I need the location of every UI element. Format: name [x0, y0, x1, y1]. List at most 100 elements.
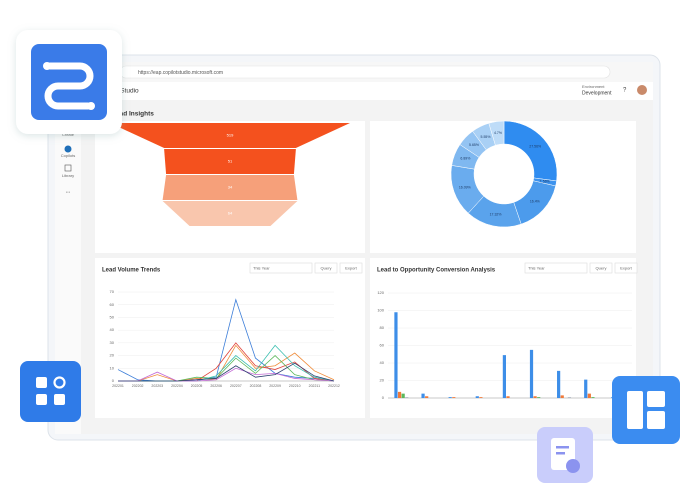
y-tick-label: 20: [380, 378, 385, 383]
x-tick-label: 202212: [328, 384, 340, 388]
dashboard-title: Lead Insights: [112, 111, 154, 118]
sidebar-item[interactable]: Create: [62, 132, 75, 137]
layout-icon: [612, 376, 680, 444]
x-tick-label: 202205: [191, 384, 203, 388]
x-tick-label: 202204: [171, 384, 183, 388]
app-icon-glyph: [87, 102, 95, 110]
chart-title: Lead Volume Trends: [102, 268, 161, 274]
export-button-text[interactable]: Export: [620, 266, 632, 271]
query-button[interactable]: [589, 262, 613, 274]
y-tick-label: 30: [110, 340, 115, 345]
avatar[interactable]: [637, 85, 647, 95]
y-tick-label: 50: [110, 314, 115, 319]
url: https://eap.copilotstudio.microsoft.com: [138, 70, 223, 76]
report-icon-glyph: [566, 459, 580, 473]
layout-icon-glyph: [627, 391, 643, 429]
x-tick-label: 202206: [210, 384, 222, 388]
sidebar-item[interactable]: Copilots: [61, 153, 75, 158]
data-label: 6.89%: [460, 157, 470, 161]
query-button-text[interactable]: Query: [321, 266, 332, 271]
bar: [533, 396, 537, 398]
x-tick-label: 202209: [269, 384, 281, 388]
bar: [591, 397, 595, 398]
pie-slice: [488, 120, 505, 146]
line-series: [118, 367, 335, 382]
x-tick-label: 202201: [112, 384, 124, 388]
y-tick-label: 80: [380, 325, 385, 330]
data-label: 17.32%: [490, 213, 502, 217]
y-tick-label: 120: [377, 290, 384, 295]
apps-icon: [20, 361, 81, 422]
x-tick-label: 202208: [250, 384, 262, 388]
period-select[interactable]: [524, 262, 588, 274]
query-button[interactable]: [314, 262, 338, 274]
bar: [557, 370, 561, 398]
data-label: 4.7%: [494, 131, 502, 135]
export-button-text[interactable]: Export: [345, 266, 357, 271]
data-label: 27.56%: [529, 145, 541, 149]
data-label: 519: [227, 133, 234, 138]
app-name: ot Studio: [113, 88, 139, 95]
period-select[interactable]: [249, 262, 313, 274]
data-label: 34: [228, 185, 233, 190]
bar: [401, 393, 405, 398]
period-select-text[interactable]: This Year: [253, 266, 270, 271]
layout-icon-glyph: [647, 411, 665, 429]
app-icon-glyph: [43, 62, 51, 70]
bar: [405, 397, 409, 398]
apps-icon-glyph: [36, 394, 47, 405]
data-label: 51: [228, 159, 233, 164]
sidebar-item[interactable]: Library: [62, 173, 74, 178]
bar: [425, 396, 429, 398]
x-tick-label: 202207: [230, 384, 242, 388]
y-tick-label: 20: [110, 353, 115, 358]
y-tick-label: 40: [380, 360, 385, 365]
y-tick-label: 100: [377, 308, 384, 313]
bar: [397, 391, 402, 398]
panel: [95, 258, 365, 418]
y-tick-label: 40: [110, 327, 115, 332]
data-label: 5.65%: [469, 143, 479, 147]
bar: [421, 393, 425, 398]
bar: [560, 395, 564, 398]
app-header: [55, 82, 653, 100]
bar: [529, 349, 534, 398]
data-label: 16.4%: [530, 200, 540, 204]
export-button[interactable]: [614, 262, 638, 274]
funnel-segment: [162, 201, 298, 226]
funnel-segment: [162, 175, 298, 200]
x-tick-label: 202202: [132, 384, 144, 388]
bar: [448, 397, 452, 398]
y-tick-label: 0: [112, 378, 115, 383]
apps-icon-glyph: [53, 376, 66, 389]
chart-title: Lead to Opportunity Conversion Analysis: [377, 268, 496, 274]
environment[interactable]: Development: [582, 90, 612, 96]
copilots-icon[interactable]: [64, 145, 72, 153]
x-tick-label: 202203: [151, 384, 163, 388]
charts: 519 51 34 64 27.56% 1.56% 16.4% 17.32% 16.09% 6.8…: [102, 120, 638, 400]
help[interactable]: ?: [623, 88, 627, 94]
export-button[interactable]: [339, 262, 363, 274]
apps-icon-glyph: [36, 377, 47, 388]
layout-icon-glyph: [647, 391, 665, 407]
report-icon-glyph: [556, 452, 565, 455]
bar: [452, 397, 456, 398]
x-tick-label: 202211: [309, 384, 320, 388]
period-select-text[interactable]: This Year: [528, 266, 545, 271]
report-icon-glyph: [556, 446, 569, 449]
sidebar-item[interactable]: ...: [65, 189, 70, 195]
y-tick-label: 70: [110, 289, 115, 294]
bar: [394, 312, 398, 398]
environment-label: Environment: [582, 84, 605, 89]
bar: [587, 393, 591, 398]
query-button-text[interactable]: Query: [596, 266, 607, 271]
library-icon[interactable]: [64, 164, 72, 172]
app-icon-glyph: [44, 62, 94, 110]
bar: [479, 397, 483, 398]
y-tick-label: 10: [110, 365, 115, 370]
bar: [537, 397, 541, 398]
data-label: 1.56%: [540, 179, 550, 183]
funnel-segment: [110, 123, 350, 148]
